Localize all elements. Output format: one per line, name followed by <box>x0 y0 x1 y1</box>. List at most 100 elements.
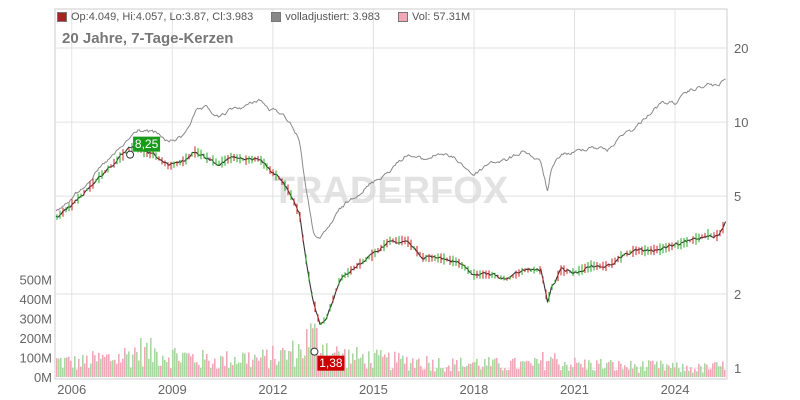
volume-bar <box>602 369 604 377</box>
volume-bar <box>494 358 496 377</box>
volume-bar <box>656 361 658 377</box>
volume-bar <box>76 369 78 377</box>
volume-bar <box>98 352 100 377</box>
volume-bar <box>466 365 468 377</box>
volume-bar <box>724 369 726 377</box>
volume-bar <box>426 356 428 377</box>
volume-bar <box>456 359 458 377</box>
volume-bar <box>548 360 550 377</box>
volume-bar <box>250 366 252 377</box>
volume-bar <box>526 360 528 377</box>
time-tick-label: 2006 <box>57 382 86 397</box>
volume-bar <box>208 360 210 377</box>
volume-bar <box>638 372 640 377</box>
volume-bar <box>430 370 432 377</box>
volume-bar <box>578 362 580 377</box>
volume-bar <box>574 357 576 377</box>
volume-bar <box>672 362 674 377</box>
volume-bar <box>244 353 246 377</box>
volume-bar <box>530 363 532 377</box>
volume-bar <box>390 370 392 377</box>
volume-bar <box>588 360 590 377</box>
volume-bar <box>274 359 276 377</box>
volume-bar <box>182 352 184 377</box>
volume-bar <box>412 358 414 377</box>
volume-bar <box>116 363 118 377</box>
volume-bar <box>144 347 146 377</box>
volume-bar <box>482 366 484 377</box>
volume-bar <box>570 364 572 377</box>
volume-bar <box>360 357 362 377</box>
volume-bar <box>380 350 382 377</box>
volume-bar <box>480 369 482 377</box>
legend: Op:4.049, Hi:4.057, Lo:3.87, Cl:3.983 vo… <box>57 9 488 24</box>
volume-bar <box>520 361 522 377</box>
volume-bar <box>524 361 526 377</box>
volume-bar <box>272 345 274 377</box>
volume-bar <box>152 362 154 377</box>
volume-bar <box>608 361 610 377</box>
volume-bar <box>604 368 606 377</box>
volume-bar <box>680 372 682 377</box>
volume-bar <box>440 368 442 377</box>
volume-bar <box>708 369 710 377</box>
volume-bar <box>642 361 644 377</box>
volume-bar <box>670 368 672 377</box>
volume-bar <box>428 362 430 377</box>
volume-bar <box>406 356 408 377</box>
volume-bar <box>220 355 222 377</box>
volume-bar <box>222 356 224 377</box>
volume-bar <box>496 357 498 377</box>
time-tick-label: 2015 <box>359 382 388 397</box>
volume-bar <box>626 367 628 377</box>
volume-bar <box>504 368 506 377</box>
volume-bar <box>558 364 560 377</box>
volume-bar <box>464 367 466 377</box>
volume-bar <box>516 368 518 377</box>
volume-bar <box>280 350 282 377</box>
volume-bar <box>212 363 214 377</box>
volume-bar <box>472 362 474 377</box>
volume-bar <box>270 360 272 377</box>
volume-bar <box>538 363 540 377</box>
watermark-logo: TRADERFOX <box>272 170 509 212</box>
price-tick-label: 10 <box>734 115 748 130</box>
volume-bar <box>132 354 134 377</box>
volume-bar <box>110 361 112 377</box>
volume-bar <box>230 362 232 377</box>
volume-bar <box>92 351 94 377</box>
volume-bar <box>416 359 418 377</box>
volume-bar <box>308 347 310 377</box>
volume-bar <box>568 370 570 377</box>
volume-bar <box>474 361 476 377</box>
volume-bar <box>438 358 440 377</box>
volume-bar <box>374 353 376 377</box>
volume-bar <box>712 363 714 377</box>
volume-bar <box>692 372 694 377</box>
volume-bar <box>610 360 612 377</box>
volume-bar <box>64 357 66 377</box>
volume-bar <box>146 342 148 377</box>
volume-bar <box>106 354 108 377</box>
price-tick-label: 5 <box>734 189 741 204</box>
volume-tick-label: 400M <box>19 292 52 307</box>
volume-bar <box>260 357 262 377</box>
volume-bar <box>616 370 618 377</box>
volume-bar <box>432 359 434 377</box>
volume-bar <box>90 363 92 377</box>
volume-bar <box>68 356 70 377</box>
volume-bar <box>206 353 208 377</box>
volume-bar <box>376 349 378 377</box>
volume-bar <box>266 349 268 377</box>
volume-bar <box>536 359 538 377</box>
volume-bar <box>186 353 188 377</box>
volume-bar <box>344 349 346 377</box>
volume-bar <box>74 356 76 377</box>
volume-bar <box>600 358 602 377</box>
volume-bar <box>122 358 124 377</box>
volume-bar <box>126 354 128 377</box>
volume-bar <box>70 360 72 377</box>
volume-bar <box>58 358 60 377</box>
volume-bar <box>102 354 104 377</box>
volume-bar <box>292 340 294 377</box>
